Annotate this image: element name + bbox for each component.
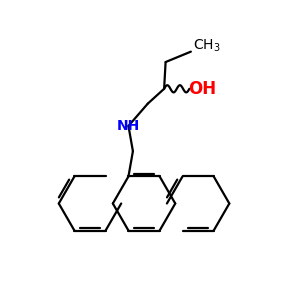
Text: OH: OH [188,80,216,98]
Text: NH: NH [117,119,140,133]
Text: CH$_3$: CH$_3$ [193,38,220,55]
